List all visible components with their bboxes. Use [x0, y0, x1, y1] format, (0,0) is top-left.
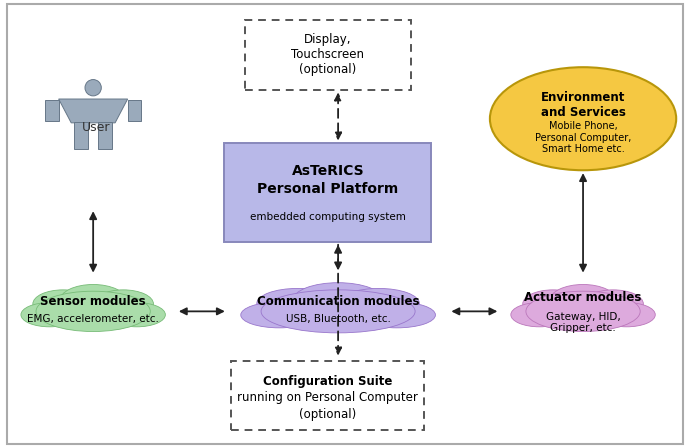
Text: Actuator modules: Actuator modules — [524, 291, 642, 305]
FancyBboxPatch shape — [224, 143, 431, 242]
Text: USB, Bluetooth, etc.: USB, Bluetooth, etc. — [286, 314, 391, 324]
Ellipse shape — [36, 291, 150, 332]
Ellipse shape — [526, 291, 640, 332]
Text: Display,
Touchscreen
(optional): Display, Touchscreen (optional) — [291, 34, 364, 76]
Ellipse shape — [60, 284, 126, 317]
Text: (optional): (optional) — [299, 408, 356, 421]
Ellipse shape — [317, 305, 398, 331]
Ellipse shape — [583, 290, 643, 318]
Text: Configuration Suite: Configuration Suite — [263, 375, 393, 388]
Ellipse shape — [539, 306, 599, 330]
Ellipse shape — [511, 303, 568, 327]
FancyBboxPatch shape — [231, 361, 424, 430]
Ellipse shape — [338, 289, 420, 319]
Ellipse shape — [257, 289, 338, 319]
Ellipse shape — [33, 290, 93, 318]
Text: Gateway, HID,
Gripper, etc.: Gateway, HID, Gripper, etc. — [546, 312, 620, 333]
Ellipse shape — [241, 302, 318, 328]
Ellipse shape — [93, 290, 153, 318]
Ellipse shape — [85, 80, 101, 96]
Ellipse shape — [49, 306, 109, 330]
Ellipse shape — [278, 305, 359, 331]
Ellipse shape — [550, 284, 616, 317]
Ellipse shape — [358, 302, 435, 328]
Ellipse shape — [598, 303, 656, 327]
Polygon shape — [98, 121, 112, 149]
Text: EMG, accelerometer, etc.: EMG, accelerometer, etc. — [27, 314, 159, 324]
Ellipse shape — [490, 67, 676, 170]
Ellipse shape — [567, 306, 627, 330]
Text: User: User — [82, 121, 111, 134]
Ellipse shape — [523, 290, 583, 318]
Text: AsTeRICS
Personal Platform: AsTeRICS Personal Platform — [257, 164, 398, 196]
Polygon shape — [59, 99, 128, 123]
Text: Communication modules: Communication modules — [257, 295, 420, 308]
Text: Mobile Phone,
Personal Computer,
Smart Home etc.: Mobile Phone, Personal Computer, Smart H… — [535, 121, 631, 154]
Polygon shape — [45, 100, 59, 121]
Text: running on Personal Computer: running on Personal Computer — [237, 391, 418, 404]
Text: embedded computing system: embedded computing system — [250, 212, 406, 222]
Polygon shape — [75, 121, 88, 149]
Ellipse shape — [261, 290, 415, 333]
Ellipse shape — [77, 306, 137, 330]
FancyBboxPatch shape — [245, 20, 411, 90]
Ellipse shape — [293, 283, 383, 317]
Ellipse shape — [21, 303, 78, 327]
Text: Environment
and Services: Environment and Services — [540, 91, 626, 119]
Text: Sensor modules: Sensor modules — [40, 295, 146, 308]
Ellipse shape — [108, 303, 166, 327]
Polygon shape — [128, 100, 141, 121]
